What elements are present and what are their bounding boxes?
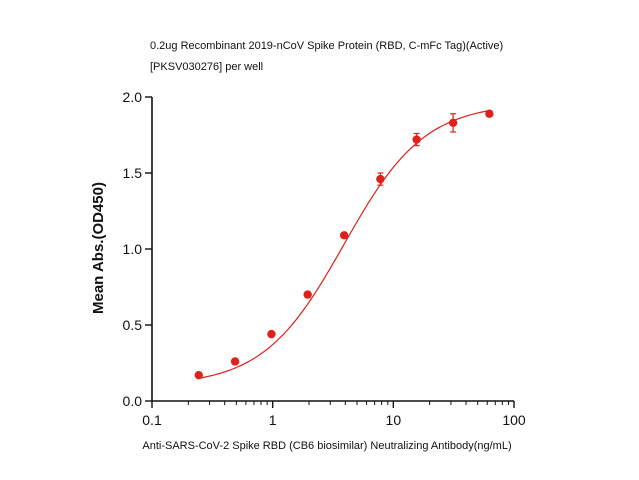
data-point <box>230 357 240 366</box>
chart-title: 0.2ug Recombinant 2019-nCoV Spike Protei… <box>150 36 503 78</box>
chart-axes: 0.0 0.5 1.0 1.5 2.0 0.1 1 10 100 <box>123 89 526 428</box>
x-axis-label: Anti-SARS-CoV-2 Spike RBD (CB6 biosimila… <box>142 440 511 452</box>
data-point <box>412 135 421 144</box>
y-tick-label: 0.5 <box>123 317 143 333</box>
chart-title-line-1: 0.2ug Recombinant 2019-nCoV Spike Protei… <box>150 40 504 52</box>
x-tick-label: 1 <box>269 412 277 428</box>
data-point <box>303 290 312 299</box>
y-axis-label: Mean Abs.(OD450) <box>90 182 107 314</box>
x-tick-label: 100 <box>502 412 526 428</box>
y-tick-label: 1.5 <box>123 165 143 181</box>
y-tick-label: 0.0 <box>123 393 143 409</box>
y-tick-label: 2.0 <box>123 89 143 105</box>
data-point <box>376 174 385 184</box>
chart-title-line-2: [PKSV030276] per well <box>150 61 264 73</box>
x-tick-label: 10 <box>386 412 402 428</box>
data-points-layer <box>194 109 494 380</box>
y-tick-label: 1.0 <box>123 241 143 257</box>
data-point <box>267 329 276 339</box>
fit-curve <box>198 109 490 379</box>
data-point <box>448 118 458 128</box>
data-point <box>485 109 494 118</box>
data-point <box>339 231 349 240</box>
data-point <box>194 370 203 380</box>
x-tick-label: 0.1 <box>142 412 162 428</box>
fit-curve-layer <box>198 109 490 379</box>
